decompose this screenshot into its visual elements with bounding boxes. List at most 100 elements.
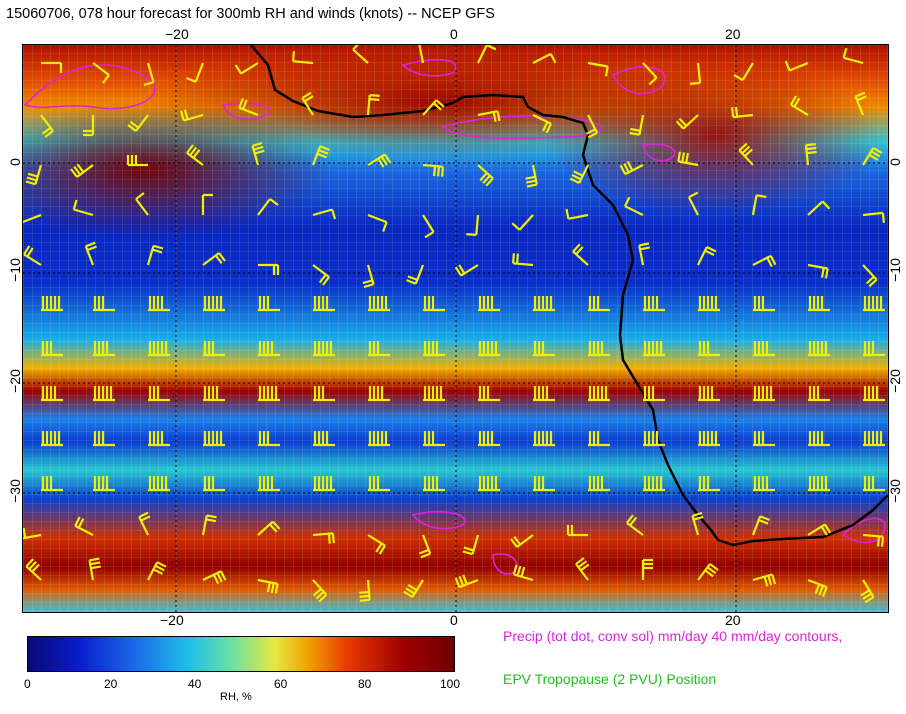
wind-barb-icon [368, 431, 390, 447]
top-lon-label-east20: 20 [725, 26, 741, 42]
wind-barb-icon [462, 534, 480, 556]
wind-barb-icon [675, 114, 699, 130]
wind-barb-icon [619, 161, 644, 176]
bottom-lon-label-west20: −20 [160, 612, 184, 628]
wind-barb-icon [312, 208, 337, 220]
wind-barb-icon [148, 341, 170, 357]
wind-barb-icon [148, 386, 170, 402]
wind-barb-icon [41, 341, 63, 357]
wind-barb-icon [403, 579, 424, 598]
wind-barb-icon [738, 142, 754, 166]
wind-barb-icon [525, 164, 538, 188]
wind-barb-icon [862, 264, 878, 288]
colorbar-label: RH, % [220, 691, 252, 703]
wind-barb-icon [863, 476, 885, 492]
wind-barb-icon [146, 244, 164, 266]
wind-barb-icon [368, 341, 390, 357]
wind-barb-icon [533, 431, 555, 447]
wind-barb-icon [698, 341, 720, 357]
wind-barbs [23, 45, 885, 604]
wind-barb-icon [753, 296, 775, 312]
wind-barb-icon [203, 296, 225, 312]
wind-barb-icon [419, 534, 432, 559]
wind-barb-icon [808, 296, 830, 312]
wind-barb-icon [138, 511, 151, 536]
wind-barb-icon [257, 520, 281, 536]
right-lat-label-south10: −10 [887, 258, 903, 282]
wind-barb-icon [422, 163, 444, 177]
wind-barb-icon [575, 557, 590, 581]
wind-barb-icon [510, 534, 534, 548]
wind-barb-icon [423, 296, 445, 312]
wind-barb-icon [88, 557, 101, 581]
colorbar-tick-0: 0 [24, 677, 31, 691]
wind-barb-icon [626, 514, 644, 536]
left-lat-label-0: 0 [7, 158, 23, 166]
colorbar-tick-60: 60 [274, 677, 288, 691]
rh-map [22, 44, 889, 613]
wind-barb-icon [624, 196, 644, 216]
right-lat-label-south30: −30 [887, 479, 903, 503]
wind-barb-icon [312, 579, 328, 603]
wind-barb-icon [313, 476, 335, 492]
wind-barb-icon [258, 296, 280, 312]
wind-barb-icon [733, 62, 754, 82]
wind-barb-icon [143, 62, 155, 87]
wind-barb-icon [687, 191, 699, 216]
wind-barb-icon [186, 144, 204, 166]
wind-barb-icon [72, 199, 94, 217]
wind-barb-icon [93, 341, 115, 357]
wind-barb-icon [93, 386, 115, 402]
colorbar-tick-20: 20 [104, 677, 118, 691]
wind-barb-icon [697, 246, 717, 266]
wind-barb-icon [83, 115, 95, 137]
wind-barb-icon [25, 164, 43, 186]
wind-barb-icon [808, 386, 830, 402]
wind-barb-icon [862, 146, 883, 166]
wind-barb-icon [854, 91, 867, 116]
wind-barb-icon [313, 296, 335, 312]
wind-barb-icon [478, 341, 500, 357]
wind-barb-icon [147, 561, 167, 581]
wind-barb-icon [789, 95, 809, 116]
wind-barb-icon [808, 476, 830, 492]
map-title: 15060706, 078 hour forecast for 300mb RH… [6, 6, 495, 22]
left-lat-label-south30: −30 [7, 479, 23, 503]
precip-legend: Precip (tot dot, conv sol) mm/day 40 mm/… [503, 628, 843, 644]
wind-barb-icon [565, 208, 589, 220]
wind-barb-icon [292, 51, 314, 65]
wind-barb-icon [203, 476, 225, 492]
wind-barb-icon [423, 341, 445, 357]
wind-barb-icon [862, 211, 885, 224]
rh-colorbar [27, 636, 455, 672]
wind-barb-icon [312, 264, 330, 286]
wind-barb-icon [753, 386, 775, 402]
wind-barb-icon [587, 61, 609, 77]
wind-barb-icon [368, 296, 390, 312]
wind-barb-icon [238, 98, 259, 117]
wind-barb-icon [352, 45, 369, 64]
wind-barb-icon [863, 431, 885, 447]
wind-barb-icon [406, 264, 425, 285]
wind-barb-icon [698, 386, 720, 402]
wind-barb-icon [23, 245, 42, 266]
wind-barb-icon [860, 579, 875, 604]
wind-barb-icon [126, 155, 148, 167]
wind-barb-icon [368, 476, 390, 492]
left-lat-label-south20: −20 [7, 369, 23, 393]
wind-barb-icon [74, 516, 94, 536]
wind-barb-icon [135, 192, 149, 216]
wind-barb-icon [753, 431, 775, 447]
wind-barb-icon [753, 476, 775, 492]
wind-barb-icon [572, 243, 589, 266]
epv-legend: EPV Tropopause (2 PVU) Position [503, 671, 717, 687]
wind-barb-icon [731, 106, 754, 119]
wind-barb-icon [752, 573, 777, 587]
precip-contours [23, 58, 886, 575]
wind-barb-icon [23, 527, 42, 540]
left-lat-label-south10: −10 [7, 258, 23, 282]
wind-barb-icon [41, 386, 63, 402]
wind-barb-icon [643, 386, 665, 402]
wind-barb-icon [863, 341, 885, 357]
wind-barb-icon [41, 296, 63, 312]
